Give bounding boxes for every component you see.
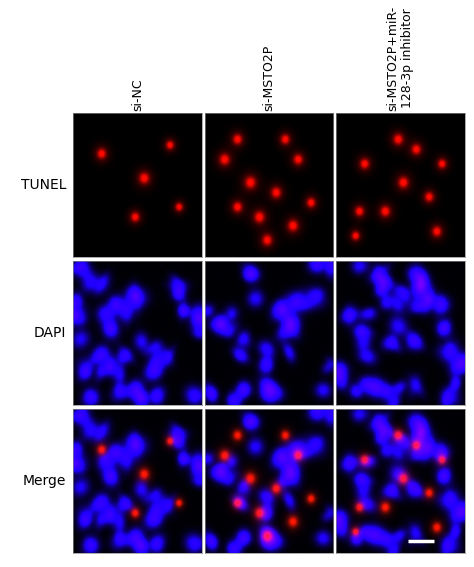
Text: si-MSTO2P: si-MSTO2P bbox=[263, 44, 275, 111]
Text: Merge: Merge bbox=[23, 474, 66, 488]
Text: si-MSTO2P+miR-
128-3p inhibitor: si-MSTO2P+miR- 128-3p inhibitor bbox=[386, 5, 414, 111]
Text: TUNEL: TUNEL bbox=[21, 178, 66, 192]
Text: DAPI: DAPI bbox=[34, 326, 66, 340]
Text: si-NC: si-NC bbox=[131, 78, 144, 111]
